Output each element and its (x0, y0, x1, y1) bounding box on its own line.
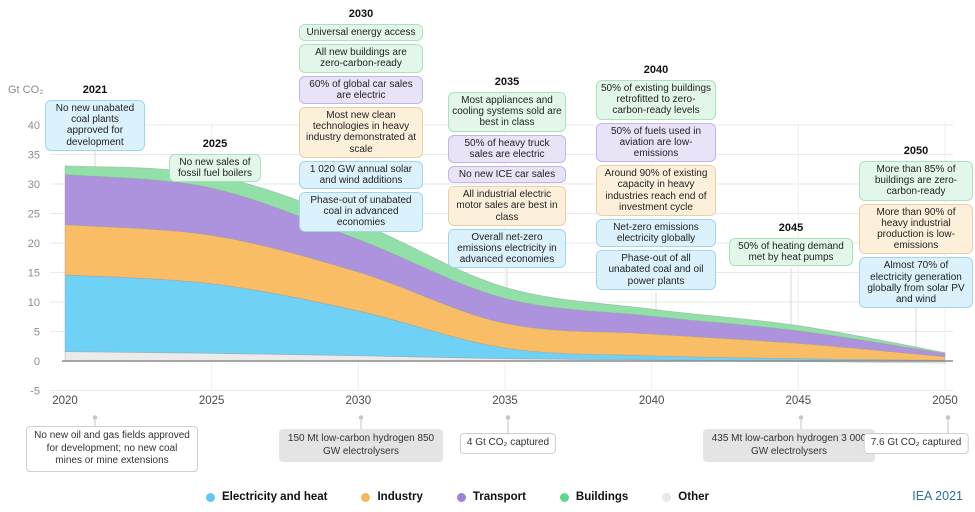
bottom-annotation-2035: 4 Gt CO₂ captured (459, 433, 557, 454)
chart-legend: Electricity and heat Industry Transport … (0, 491, 915, 503)
milestone-box: All industrial electric motor sales are … (448, 186, 566, 226)
legend-item-buildings: Buildings (559, 491, 629, 503)
legend-item-industry: Industry (361, 491, 423, 503)
x-tick-label: 2035 (492, 395, 518, 407)
iea-credit: IEA 2021 (912, 489, 963, 503)
milestone-column-2030: 2030 Universal energy access All new bui… (299, 8, 423, 232)
y-tick-label: 0 (34, 356, 40, 368)
bottom-annotation-2020: No new oil and gas fields approved for d… (26, 426, 198, 472)
milestone-year-label: 2050 (903, 145, 929, 157)
milestone-column-2050: 2050 More than 85% of buildings are zero… (859, 145, 973, 309)
x-tick-label: 2030 (346, 395, 372, 407)
milestone-box: Universal energy access (299, 24, 423, 42)
legend-swatch-transport (456, 492, 466, 502)
milestone-column-2040: 2040 50% of existing buildings retrofitt… (596, 64, 716, 290)
milestone-box: All new buildings are zero-carbon-ready (299, 44, 423, 73)
milestone-box: 50% of existing buildings retrofitted to… (596, 80, 716, 120)
milestone-box: 1 020 GW annual solar and wind additions (299, 160, 423, 190)
milestone-year-label: 2040 (643, 64, 669, 76)
x-axis-tick-labels: 2020 2025 2030 2035 2040 2045 2050 (52, 395, 958, 407)
legend-item-transport: Transport (456, 491, 526, 503)
y-tick-label: 5 (34, 327, 40, 339)
bottom-annotation-2030: 150 Mt low-carbon hydrogen 850 GW electr… (279, 429, 443, 462)
x-tick-label: 2045 (786, 395, 812, 407)
legend-label: Industry (377, 491, 423, 503)
milestone-box: Phase-out of all unabated coal and oil p… (596, 250, 716, 290)
milestone-box: 50% of heating demand met by heat pumps (729, 238, 853, 267)
y-tick-label: 15 (28, 268, 40, 280)
legend-swatch-other (662, 492, 672, 502)
legend-label: Other (678, 491, 709, 503)
y-tick-label: -5 (30, 386, 40, 398)
milestone-year-label: 2025 (202, 138, 228, 150)
milestone-box: More than 90% of heavy industrial produc… (859, 203, 973, 255)
x-tick-label: 2050 (932, 395, 958, 407)
legend-item-electricity: Electricity and heat (206, 491, 327, 503)
legend-label: Transport (472, 491, 526, 503)
y-tick-label: 10 (28, 297, 40, 309)
legend-swatch-electricity (206, 492, 216, 502)
milestone-box: Net-zero emissions electricity globally (596, 218, 716, 248)
milestone-box: 60% of global car sales are electric (299, 75, 423, 104)
milestone-box: Most appliances and cooling systems sold… (448, 92, 566, 132)
milestone-box: 50% of heavy truck sales are electric (448, 134, 566, 163)
milestone-box: No new sales of fossil fuel boilers (169, 154, 261, 183)
legend-swatch-buildings (559, 492, 569, 502)
legend-label: Electricity and heat (222, 491, 328, 503)
milestone-year-label: 2045 (778, 222, 804, 234)
milestone-year-label: 2030 (348, 8, 374, 20)
y-tick-label: 20 (28, 238, 40, 250)
annotation-connectors (92, 415, 951, 433)
milestone-box: Around 90% of existing capacity in heavy… (596, 165, 716, 216)
y-tick-label: 40 (28, 120, 40, 132)
x-tick-label: 2040 (639, 395, 665, 407)
milestone-box: No new unabated coal plants approved for… (45, 100, 145, 151)
bottom-annotation-2045: 435 Mt low-carbon hydrogen 3 000 GW elec… (703, 429, 875, 462)
milestone-column-2045: 2045 50% of heating demand met by heat p… (729, 222, 853, 267)
milestone-box: Almost 70% of electricity generation glo… (859, 257, 973, 309)
milestone-column-2021: 2021 No new unabated coal plants approve… (45, 84, 145, 151)
milestone-box: Phase-out of unabated coal in advanced e… (299, 192, 423, 232)
milestone-year-label: 2035 (494, 76, 520, 88)
milestone-box: Overall net-zero emissions electricity i… (448, 228, 566, 269)
y-tick-label: 25 (28, 209, 40, 221)
milestone-column-2025: 2025 No new sales of fossil fuel boilers (169, 138, 261, 183)
legend-item-other: Other (662, 491, 709, 503)
milestone-box: No new ICE car sales (448, 165, 566, 184)
bottom-annotation-2050: 7.6 Gt CO₂ captured (863, 433, 969, 454)
y-tick-label: 35 (28, 150, 40, 162)
x-tick-label: 2020 (52, 395, 78, 407)
milestone-box: Most new clean technologies in heavy ind… (299, 106, 423, 158)
milestone-box: More than 85% of buildings are zero-carb… (859, 161, 973, 201)
legend-swatch-industry (361, 492, 371, 502)
milestone-box: 50% of fuels used in aviation are low-em… (596, 122, 716, 163)
y-axis-tick-labels: 40 35 30 25 20 15 10 5 0 -5 (28, 120, 40, 398)
y-axis-unit-label: Gt CO₂ (8, 84, 44, 96)
milestone-year-label: 2021 (82, 84, 108, 96)
legend-label: Buildings (575, 491, 629, 503)
milestone-column-2035: 2035 Most appliances and cooling systems… (448, 76, 566, 269)
y-tick-label: 30 (28, 179, 40, 191)
x-tick-label: 2025 (199, 395, 225, 407)
